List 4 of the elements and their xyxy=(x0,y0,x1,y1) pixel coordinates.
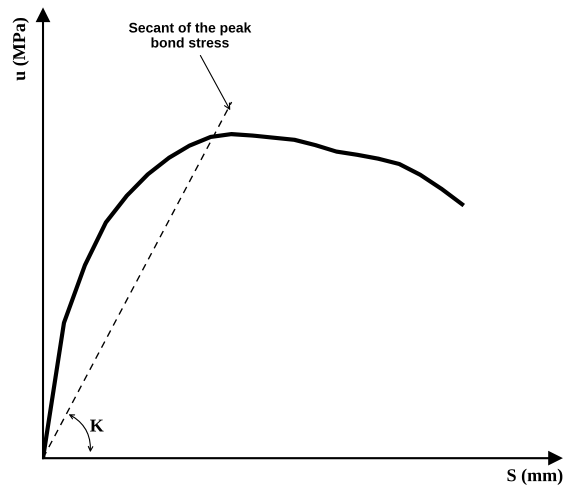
x-axis-title: S (mm) xyxy=(507,468,562,486)
text: Secant of the peak bond stress xyxy=(128,22,252,48)
annotation: K xyxy=(90,420,104,432)
y-axis-title: u (MPa) xyxy=(12,18,29,81)
